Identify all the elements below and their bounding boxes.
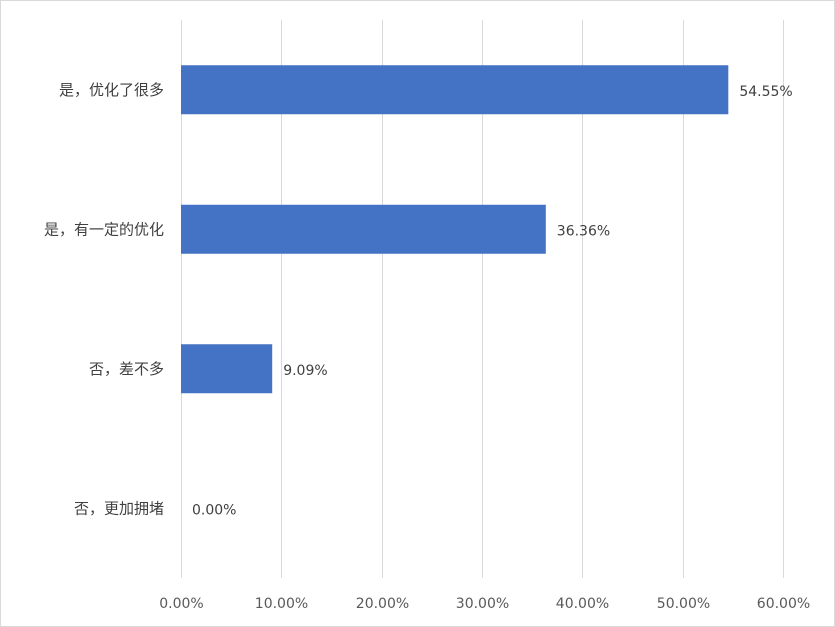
category-label: 否，更加拥堵 xyxy=(74,499,164,517)
bar xyxy=(181,204,546,254)
bars xyxy=(181,65,729,394)
bar xyxy=(181,344,273,394)
data-label: 9.09% xyxy=(283,363,327,379)
x-tick-label: 30.00% xyxy=(456,596,509,612)
data-label: 36.36% xyxy=(557,223,610,239)
labels: 0.00% 10.00% 20.00% 30.00% 40.00% 50.00% 60.00… xyxy=(44,81,810,612)
x-tick-label: 0.00% xyxy=(159,596,203,612)
x-tick-label: 40.00% xyxy=(556,596,609,612)
x-tick-label: 60.00% xyxy=(757,596,810,612)
data-label: 0.00% xyxy=(192,502,236,518)
x-tick-label: 10.00% xyxy=(255,596,308,612)
category-label: 是，有一定的优化 xyxy=(44,220,164,238)
bar xyxy=(181,65,729,115)
data-label: 54.55% xyxy=(739,84,792,100)
x-tick-label: 20.00% xyxy=(356,596,409,612)
category-label: 否，差不多 xyxy=(89,360,164,378)
x-tick-label: 50.00% xyxy=(657,596,710,612)
category-label: 是，优化了很多 xyxy=(59,81,164,99)
